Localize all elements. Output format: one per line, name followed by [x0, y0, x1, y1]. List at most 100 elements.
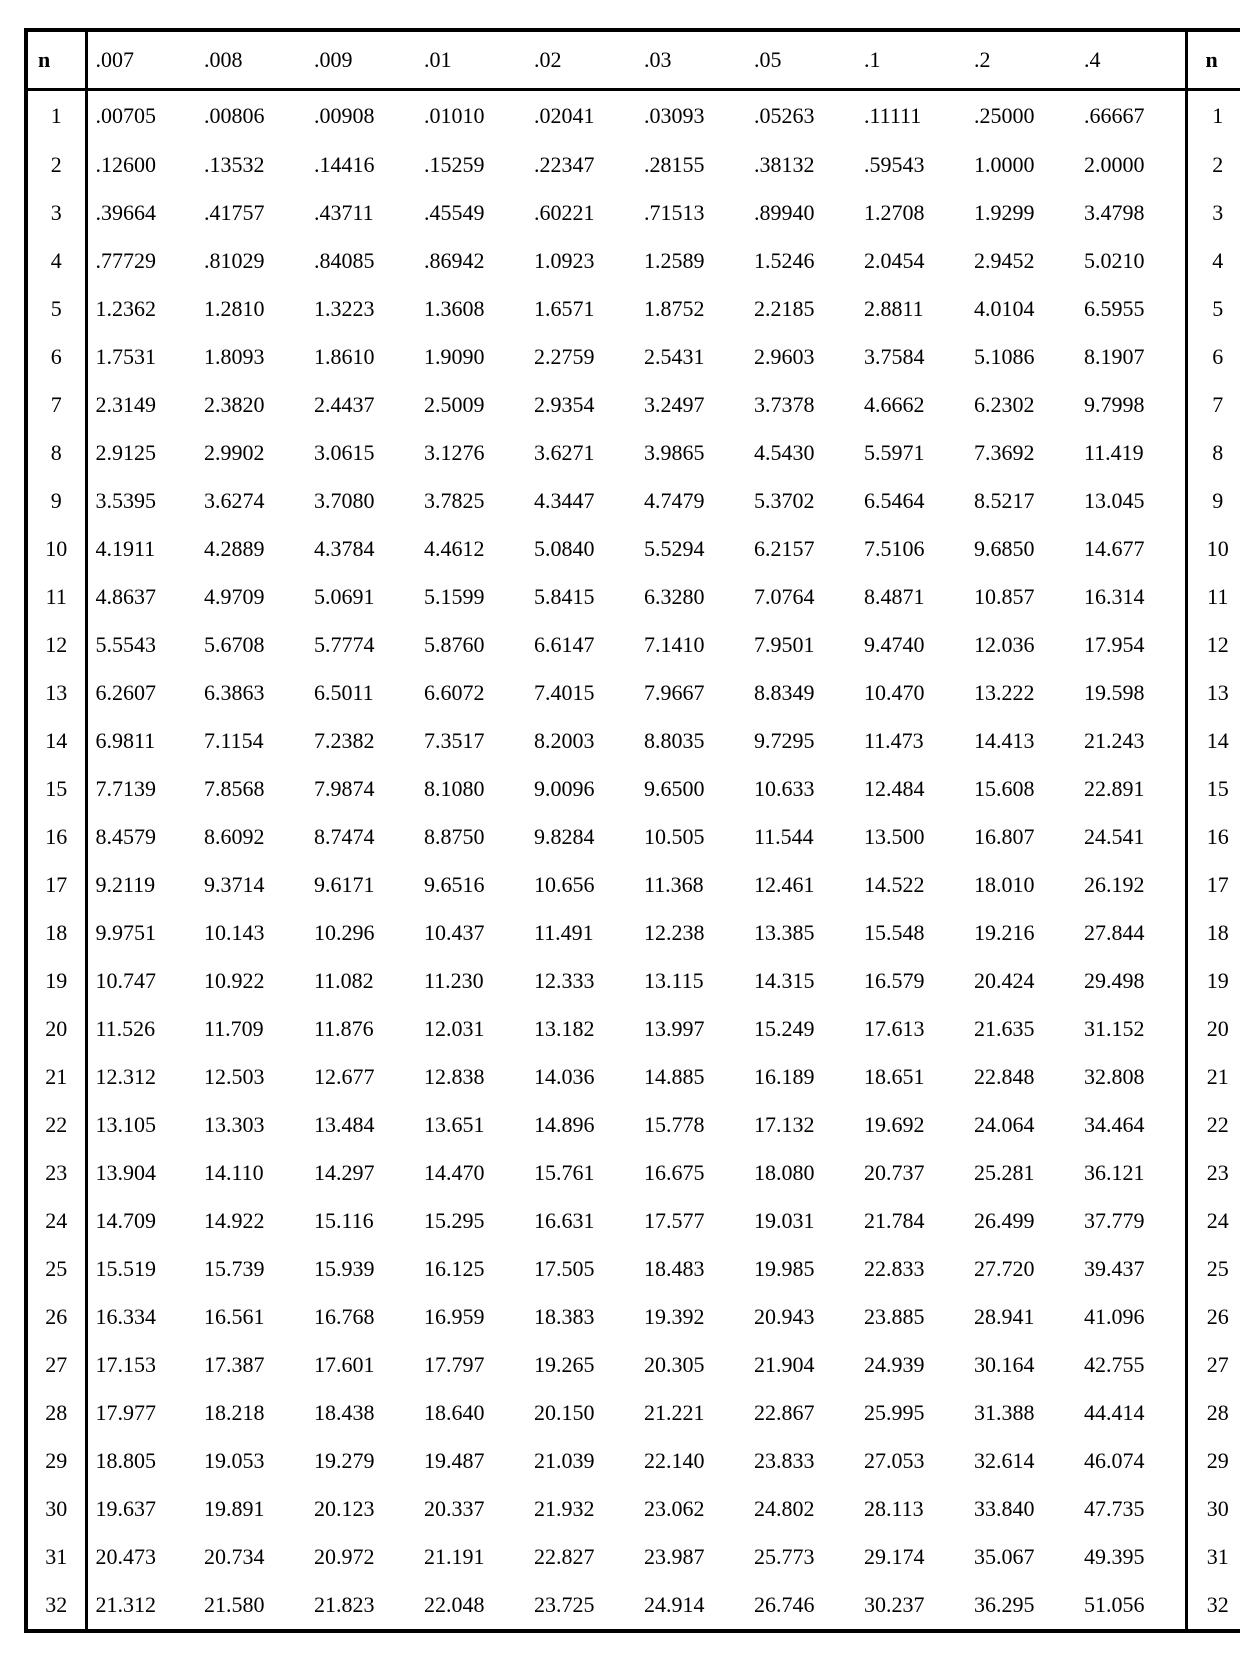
table-row: 114.86374.97095.06915.15995.84156.32807.… — [26, 573, 1240, 621]
table-cell: 5.5543 — [86, 621, 196, 669]
table-cell: 15.116 — [306, 1197, 416, 1245]
table-cell: 18.383 — [526, 1293, 636, 1341]
table-cell: 2.0000 — [1076, 141, 1186, 189]
table-row: 168.45798.60928.74748.87509.828410.50511… — [26, 813, 1240, 861]
table-cell: 5.0691 — [306, 573, 416, 621]
table-cell: 19.279 — [306, 1437, 416, 1485]
row-index-right: 29 — [1186, 1437, 1240, 1485]
table-cell: 5.6708 — [196, 621, 306, 669]
table-cell: 10.470 — [856, 669, 966, 717]
row-index-right: 28 — [1186, 1389, 1240, 1437]
table-cell: 11.526 — [86, 1005, 196, 1053]
table-cell: 22.891 — [1076, 765, 1186, 813]
table-cell: 19.053 — [196, 1437, 306, 1485]
table-cell: 6.3863 — [196, 669, 306, 717]
table-cell: 1.2362 — [86, 285, 196, 333]
table-cell: 2.9354 — [526, 381, 636, 429]
table-cell: 13.045 — [1076, 477, 1186, 525]
table-cell: 9.7998 — [1076, 381, 1186, 429]
table-cell: 11.473 — [856, 717, 966, 765]
table-cell: 5.0840 — [526, 525, 636, 573]
table-cell: 9.6850 — [966, 525, 1076, 573]
table-cell: 27.844 — [1076, 909, 1186, 957]
table-cell: 8.5217 — [966, 477, 1076, 525]
table-cell: 42.755 — [1076, 1341, 1186, 1389]
table-row: 2313.90414.11014.29714.47015.76116.67518… — [26, 1149, 1240, 1197]
table-cell: 12.484 — [856, 765, 966, 813]
table-cell: 14.413 — [966, 717, 1076, 765]
table-cell: .01010 — [416, 90, 526, 142]
table-cell: .77729 — [86, 237, 196, 285]
table-cell: .38132 — [746, 141, 856, 189]
table-cell: 41.096 — [1076, 1293, 1186, 1341]
row-index-left: 14 — [26, 717, 86, 765]
table-cell: 47.735 — [1076, 1485, 1186, 1533]
table-cell: 21.312 — [86, 1581, 196, 1631]
table-cell: 21.039 — [526, 1437, 636, 1485]
table-cell: 3.7584 — [856, 333, 966, 381]
table-cell: 2.2759 — [526, 333, 636, 381]
table-cell: 14.885 — [636, 1053, 746, 1101]
table-row: 82.91252.99023.06153.12763.62713.98654.5… — [26, 429, 1240, 477]
table-cell: 4.3447 — [526, 477, 636, 525]
table-cell: 14.470 — [416, 1149, 526, 1197]
table-row: 3.39664.41757.43711.45549.60221.71513.89… — [26, 189, 1240, 237]
table-cell: 26.746 — [746, 1581, 856, 1631]
table-cell: 13.385 — [746, 909, 856, 957]
table-cell: 22.827 — [526, 1533, 636, 1581]
table-cell: 21.932 — [526, 1485, 636, 1533]
header-n-left: n — [26, 30, 86, 90]
table-cell: 10.922 — [196, 957, 306, 1005]
table-cell: 17.577 — [636, 1197, 746, 1245]
row-index-right: 5 — [1186, 285, 1240, 333]
table-cell: 9.9751 — [86, 909, 196, 957]
table-cell: 2.9603 — [746, 333, 856, 381]
row-index-left: 2 — [26, 141, 86, 189]
table-cell: .03093 — [636, 90, 746, 142]
table-cell: 2.9125 — [86, 429, 196, 477]
table-cell: 21.221 — [636, 1389, 746, 1437]
table-cell: .25000 — [966, 90, 1076, 142]
row-index-left: 20 — [26, 1005, 86, 1053]
table-cell: 31.152 — [1076, 1005, 1186, 1053]
table-cell: 7.8568 — [196, 765, 306, 813]
table-cell: 24.802 — [746, 1485, 856, 1533]
table-cell: 6.2157 — [746, 525, 856, 573]
table-row: 51.23621.28101.32231.36081.65711.87522.2… — [26, 285, 1240, 333]
table-cell: 5.8760 — [416, 621, 526, 669]
row-index-left: 24 — [26, 1197, 86, 1245]
table-row: 93.53953.62743.70803.78254.34474.74795.3… — [26, 477, 1240, 525]
table-cell: 3.6271 — [526, 429, 636, 477]
table-cell: 8.8035 — [636, 717, 746, 765]
table-cell: 25.773 — [746, 1533, 856, 1581]
row-index-right: 15 — [1186, 765, 1240, 813]
table-row: 2.12600.13532.14416.15259.22347.28155.38… — [26, 141, 1240, 189]
table-cell: 18.483 — [636, 1245, 746, 1293]
table-cell: 14.110 — [196, 1149, 306, 1197]
table-cell: 11.709 — [196, 1005, 306, 1053]
row-index-right: 14 — [1186, 717, 1240, 765]
row-index-left: 26 — [26, 1293, 86, 1341]
table-cell: 19.487 — [416, 1437, 526, 1485]
table-cell: 28.113 — [856, 1485, 966, 1533]
table-cell: 5.1599 — [416, 573, 526, 621]
row-index-right: 8 — [1186, 429, 1240, 477]
row-index-left: 23 — [26, 1149, 86, 1197]
table-cell: 9.2119 — [86, 861, 196, 909]
table-cell: 5.8415 — [526, 573, 636, 621]
table-cell: 8.8349 — [746, 669, 856, 717]
table-cell: 3.7378 — [746, 381, 856, 429]
table-cell: 4.1911 — [86, 525, 196, 573]
table-cell: 7.9501 — [746, 621, 856, 669]
row-index-left: 15 — [26, 765, 86, 813]
table-cell: 4.4612 — [416, 525, 526, 573]
table-cell: 13.182 — [526, 1005, 636, 1053]
row-index-left: 19 — [26, 957, 86, 1005]
table-cell: 2.4437 — [306, 381, 416, 429]
table-cell: 12.312 — [86, 1053, 196, 1101]
table-cell: 39.437 — [1076, 1245, 1186, 1293]
table-cell: 13.303 — [196, 1101, 306, 1149]
table-cell: .59543 — [856, 141, 966, 189]
table-cell: 12.238 — [636, 909, 746, 957]
table-cell: 30.237 — [856, 1581, 966, 1631]
